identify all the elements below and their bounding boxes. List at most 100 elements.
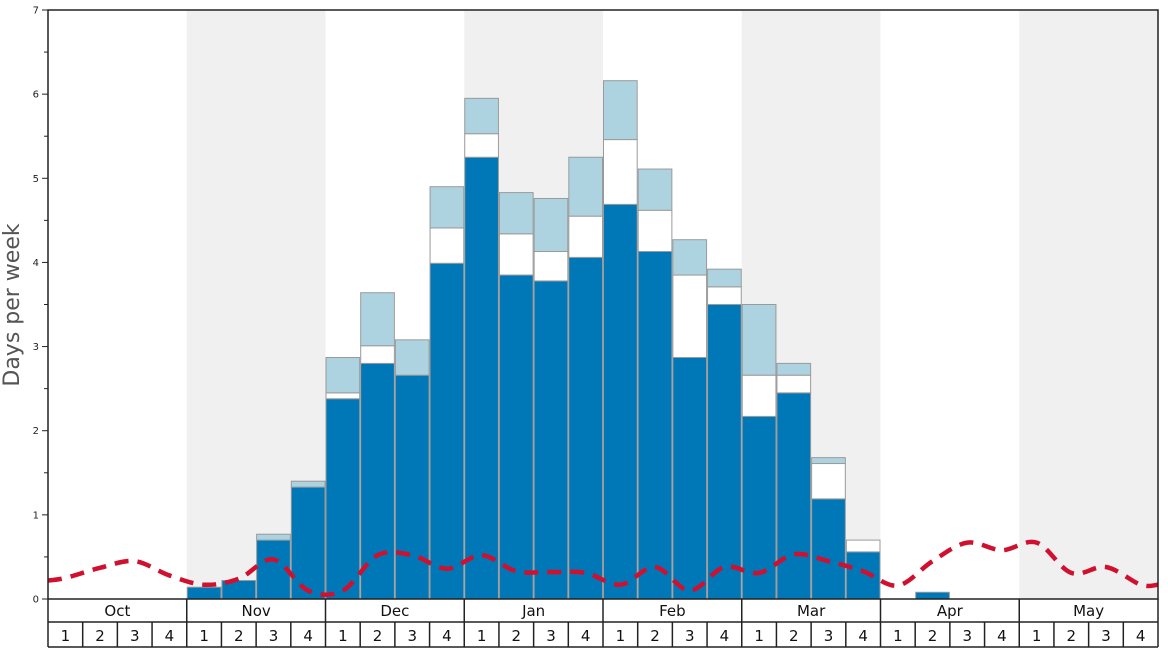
month-label-feb: Feb xyxy=(659,602,686,620)
axes xyxy=(42,9,1159,648)
week-label: 2 xyxy=(1067,627,1077,645)
week-label: 3 xyxy=(269,627,279,645)
week-label: 1 xyxy=(61,627,71,645)
month-label-oct: Oct xyxy=(104,602,130,620)
dashed-line-series xyxy=(47,539,1159,597)
y-tick-label: 5 xyxy=(33,174,39,185)
bar-apr-w2-dark-segment xyxy=(915,591,950,600)
dashed-line xyxy=(47,539,1159,597)
y-tick-label: 4 xyxy=(33,258,39,269)
week-label: 2 xyxy=(928,627,938,645)
week-label: 4 xyxy=(581,627,591,645)
bar-nov-w4-dark-segment xyxy=(290,486,326,600)
bar-dec-w4-dark-segment xyxy=(429,262,465,600)
bar-feb-w1-dark-segment xyxy=(603,203,638,600)
bar-jan-w4-dark-segment xyxy=(568,256,603,600)
week-label: 4 xyxy=(442,627,452,645)
y-tick-label: 2 xyxy=(33,426,39,437)
month-label-jan: Jan xyxy=(521,602,545,620)
bar-feb-w3-white-segment xyxy=(672,274,708,359)
bar-dec-w2-light-segment xyxy=(360,292,395,347)
bar-mar-w2-white-segment xyxy=(776,374,812,394)
week-label: 4 xyxy=(858,627,868,645)
week-label: 3 xyxy=(407,627,417,645)
bar-nov-w1-dark-segment xyxy=(186,586,222,600)
week-label: 1 xyxy=(754,627,764,645)
bar-dec-w3-light-segment xyxy=(394,339,430,376)
month-label-nov: Nov xyxy=(241,602,270,620)
month-label-apr: Apr xyxy=(937,602,964,620)
bar-mar-w3-dark-segment xyxy=(811,498,846,600)
bar-jan-w4-white-segment xyxy=(568,215,603,258)
bar-feb-w1-white-segment xyxy=(603,139,638,205)
week-label: 4 xyxy=(720,627,730,645)
bar-feb-w4-light-segment xyxy=(707,268,742,288)
bar-dec-w1-dark-segment xyxy=(325,398,361,600)
bar-dec-w3-dark-segment xyxy=(394,374,430,600)
bar-dec-w4-light-segment xyxy=(429,186,465,229)
bar-feb-w4-dark-segment xyxy=(707,304,742,600)
week-label: 3 xyxy=(130,627,140,645)
bar-feb-w1-light-segment xyxy=(603,80,638,141)
bar-mar-w4-dark-segment xyxy=(845,551,881,600)
bar-dec-w1-white-segment xyxy=(325,392,361,400)
week-label: 3 xyxy=(546,627,556,645)
week-label: 4 xyxy=(165,627,175,645)
bar-feb-w2-dark-segment xyxy=(637,250,673,600)
week-label: 4 xyxy=(1136,627,1146,645)
y-tick-label: 6 xyxy=(33,90,39,101)
bar-jan-w3-white-segment xyxy=(533,250,569,282)
week-label: 2 xyxy=(512,627,522,645)
week-label: 3 xyxy=(824,627,834,645)
week-label: 3 xyxy=(685,627,695,645)
y-tick-label: 1 xyxy=(33,510,39,521)
week-label: 4 xyxy=(303,627,313,645)
bar-jan-w2-white-segment xyxy=(498,233,534,276)
bar-mar-w2-light-segment xyxy=(776,362,812,376)
bar-jan-w3-dark-segment xyxy=(533,280,569,600)
week-label: 1 xyxy=(1032,627,1042,645)
week-label: 3 xyxy=(962,627,972,645)
y-tick-label: 3 xyxy=(33,342,39,353)
bar-feb-w3-light-segment xyxy=(672,239,708,276)
bar-mar-w2-dark-segment xyxy=(776,392,812,600)
bar-jan-w4-light-segment xyxy=(568,156,603,217)
week-label: 1 xyxy=(893,627,903,645)
bar-mar-w1-light-segment xyxy=(741,304,777,376)
bar-feb-w3-dark-segment xyxy=(672,357,708,600)
bar-nov-w3-light-segment xyxy=(256,533,291,541)
month-label-dec: Dec xyxy=(380,602,409,620)
week-label: 2 xyxy=(650,627,660,645)
week-label: 1 xyxy=(338,627,348,645)
bar-jan-w2-dark-segment xyxy=(498,274,534,600)
bar-feb-w2-white-segment xyxy=(637,209,673,252)
week-label: 2 xyxy=(373,627,383,645)
bar-feb-w2-light-segment xyxy=(637,168,673,211)
week-label: 1 xyxy=(477,627,487,645)
bar-dec-w2-dark-segment xyxy=(360,362,395,600)
week-label: 2 xyxy=(95,627,105,645)
stacked-bars xyxy=(186,80,950,600)
bar-mar-w4-white-segment xyxy=(845,539,881,553)
week-label: 1 xyxy=(199,627,209,645)
month-shade-may xyxy=(1019,10,1158,599)
week-label: 2 xyxy=(234,627,244,645)
bar-jan-w1-light-segment xyxy=(464,97,499,135)
week-label: 2 xyxy=(789,627,799,645)
bar-mar-w3-white-segment xyxy=(811,463,846,500)
bar-jan-w1-white-segment xyxy=(464,133,499,158)
bar-mar-w3-light-segment xyxy=(811,457,846,465)
bar-dec-w4-white-segment xyxy=(429,227,465,264)
bar-dec-w2-white-segment xyxy=(360,345,395,364)
bar-dec-w1-light-segment xyxy=(325,357,361,394)
bar-mar-w1-dark-segment xyxy=(741,415,777,600)
week-label: 4 xyxy=(997,627,1007,645)
axis-labels: 0 1 2 3 4 5 6 7 Oct Nov Dec Jan Feb Mar Apr May 1 2 3 4 1 2 3 4… xyxy=(33,6,1146,646)
week-label: 3 xyxy=(1101,627,1111,645)
bar-jan-w2-light-segment xyxy=(498,192,534,235)
bar-feb-w4-white-segment xyxy=(707,286,742,305)
month-label-mar: Mar xyxy=(797,602,826,620)
bar-jan-w1-dark-segment xyxy=(464,156,499,600)
week-label: 1 xyxy=(616,627,626,645)
